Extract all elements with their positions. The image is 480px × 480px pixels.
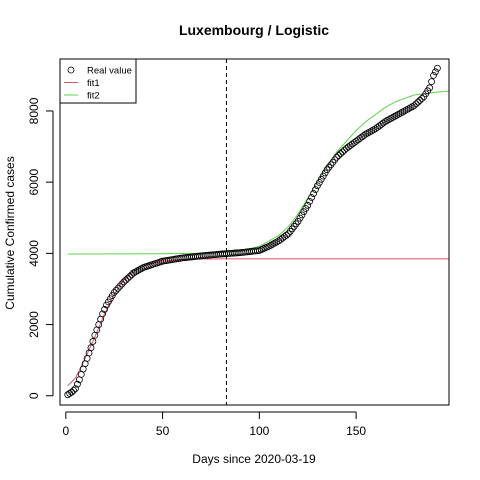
data-point: [404, 105, 412, 113]
data-point: [68, 388, 76, 396]
legend-label: fit2: [87, 91, 100, 102]
data-point: [426, 84, 434, 92]
data-point: [112, 286, 120, 294]
data-point: [416, 96, 424, 104]
data-point: [406, 104, 414, 112]
data-point: [137, 265, 145, 273]
data-point: [362, 130, 370, 138]
data-point: [70, 387, 77, 394]
data-point: [304, 201, 312, 209]
data-point: [410, 102, 418, 110]
data-point: [393, 111, 401, 119]
data-point: [397, 109, 405, 117]
y-tick-label: 2000: [27, 311, 41, 338]
data-point: [273, 238, 281, 246]
data-point: [64, 391, 72, 399]
data-point: [120, 278, 128, 286]
chart-title: Luxembourg / Logistic: [179, 22, 329, 38]
data-point: [269, 240, 277, 248]
data-point: [399, 108, 406, 116]
data-point: [122, 276, 130, 284]
data-point: [401, 107, 408, 115]
plot-frame: [59, 58, 450, 406]
data-point: [283, 231, 290, 239]
data-point: [366, 128, 374, 136]
data-point: [134, 267, 141, 275]
data-point: [395, 110, 403, 118]
data-point: [432, 68, 439, 76]
data-point: [126, 273, 134, 280]
data-point: [99, 310, 106, 318]
data-point: [130, 269, 137, 277]
data-point: [430, 71, 437, 79]
y-tick-label: 6000: [27, 168, 41, 195]
data-point: [310, 190, 317, 197]
data-point: [116, 282, 124, 290]
axes-layer: 0 50 100 150 0 2000 4000 6000 8000: [27, 58, 450, 438]
data-point: [101, 306, 108, 313]
x-tick-label: 100: [249, 424, 269, 438]
series-layer: [64, 64, 449, 399]
legend-marker: [67, 66, 75, 74]
data-point: [383, 117, 391, 124]
data-point: [312, 186, 319, 194]
legend-label: Real value: [87, 66, 132, 77]
data-point: [306, 197, 314, 205]
legend-label: fit1: [87, 78, 100, 89]
data-point: [418, 95, 426, 102]
data-point: [387, 115, 395, 122]
data-point: [124, 274, 132, 282]
data-point: [333, 153, 341, 161]
data-point: [132, 268, 139, 276]
data-point: [360, 132, 368, 139]
data-point: [389, 113, 397, 121]
data-point: [433, 64, 441, 72]
data-point: [110, 289, 118, 296]
y-tick-label: 0: [27, 392, 41, 399]
data-point: [118, 280, 126, 288]
x-axis-label: Days since 2020-03-19: [192, 452, 316, 466]
data-point: [368, 127, 375, 135]
data-point: [87, 344, 95, 352]
data-point: [337, 150, 345, 158]
data-point: [414, 98, 422, 106]
x-tick-label: 0: [62, 424, 69, 438]
data-point: [271, 239, 279, 247]
x-tick-label: 50: [156, 424, 170, 438]
data-point: [379, 119, 387, 127]
legend-box: [59, 58, 137, 104]
data-point: [364, 129, 372, 137]
y-tick-label: 8000: [27, 97, 41, 124]
data-point: [74, 380, 81, 388]
series-line-fit2: [67, 90, 449, 255]
x-tick-label: 150: [346, 424, 366, 438]
data-point: [381, 118, 389, 126]
data-point: [114, 284, 122, 292]
data-point: [265, 242, 273, 250]
data-point: [72, 385, 79, 393]
data-point: [403, 106, 410, 114]
data-point: [308, 194, 315, 201]
data-point: [412, 100, 420, 108]
data-point: [385, 116, 393, 123]
data-point: [267, 241, 275, 249]
data-point: [391, 112, 399, 120]
data-point: [339, 148, 346, 156]
y-axis-label: Cumulative Confirmed cases: [3, 156, 17, 309]
data-point: [428, 78, 435, 85]
data-point: [335, 152, 343, 159]
data-point: [135, 266, 143, 274]
series-line-fit1: [67, 258, 449, 387]
y-tick-label: 4000: [27, 240, 41, 267]
data-point: [370, 126, 377, 134]
data-point: [89, 338, 97, 345]
